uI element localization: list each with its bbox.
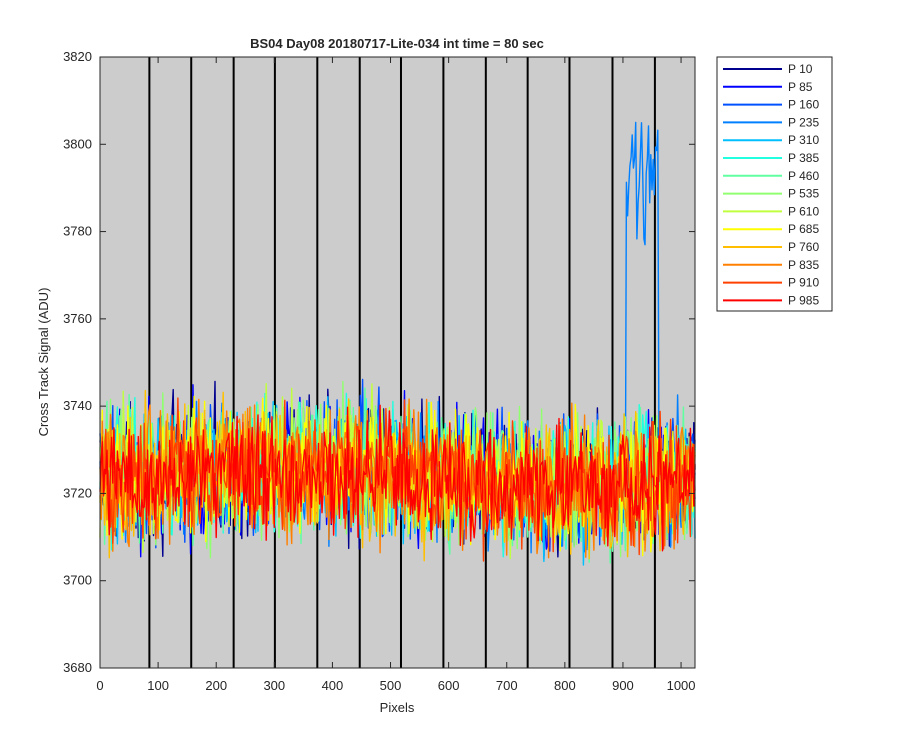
x-tick-label: 0 [96,678,103,693]
legend-label: P 460 [788,169,819,183]
chart-title: BS04 Day08 20180717-Lite-034 int time = … [250,36,544,51]
plot-frame [99,56,696,669]
legend-label: P 160 [788,98,819,112]
legend-label: P 235 [788,115,819,129]
x-tick-label: 400 [322,678,344,693]
legend: P 10 P 85 P 160 P 235 P 310 P 385 P 460 P 535 P … [716,56,833,312]
y-tick-label: 3760 [63,311,92,326]
y-tick-label: 3800 [63,136,92,151]
x-tick-label: 800 [554,678,576,693]
legend-box [716,56,833,312]
y-tick-label: 3680 [63,660,92,675]
legend-label: P 835 [788,258,819,272]
x-tick-label: 500 [380,678,402,693]
y-tick-label: 3820 [63,49,92,64]
legend-label: P 385 [788,151,819,165]
legend-label: P 610 [788,204,819,218]
legend-label: P 760 [788,240,819,254]
x-tick-label: 700 [496,678,518,693]
y-tick-label: 3740 [63,398,92,413]
x-tick-label: 100 [147,678,169,693]
vertical-marker-group [148,57,656,668]
y-tick-label: 3780 [63,224,92,239]
y-tick-label: 3720 [63,485,92,500]
legend-label: P 535 [788,187,819,201]
series-line [99,404,696,552]
x-axis-label: Pixels [380,700,415,715]
legend-label: P 685 [788,222,819,236]
y-axis-label: Cross Track Signal (ADU) [36,288,51,437]
x-tick-label: 200 [205,678,227,693]
legend-label: P 10 [788,62,813,76]
x-axis: 0 100 200 300 400 500 600 700 800 900 1000 [96,57,696,693]
legend-label: P 910 [788,276,819,290]
legend-label: P 985 [788,293,819,307]
y-axis: 3680 3700 3720 3740 3760 3780 3800 3820 [63,49,695,675]
x-tick-label: 1000 [667,678,696,693]
plot-area [100,57,695,668]
series-lines [99,121,696,566]
x-tick-label: 300 [263,678,285,693]
x-tick-label: 600 [438,678,460,693]
y-tick-label: 3700 [63,573,92,588]
x-tick-label: 900 [612,678,634,693]
legend-label: P 310 [788,133,819,147]
legend-label: P 85 [788,80,813,94]
